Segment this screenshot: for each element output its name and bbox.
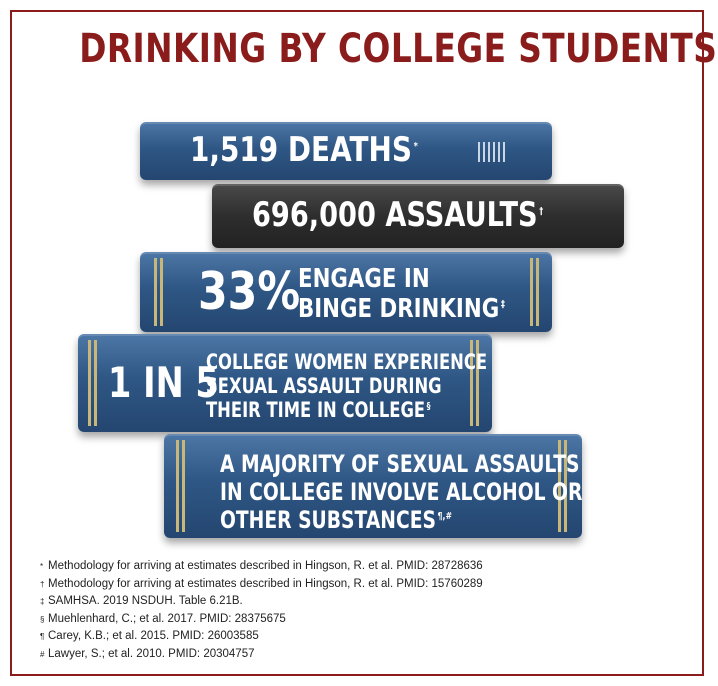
- deaths-text: 1,519 DEATHS: [190, 130, 412, 170]
- footnote-text: Lawyer, S.; et al. 2010. PMID: 20304757: [48, 647, 255, 660]
- book-one-in-five: 1 IN 5 COLLEGE WOMEN EXPERIENCE SEXUAL A…: [78, 334, 492, 432]
- footnote-item: † Methodology for arriving at estimates d…: [40, 576, 680, 594]
- spine-stripe: [154, 258, 157, 326]
- binge-line-2-text: BINGE DRINKING: [298, 294, 500, 324]
- majority-line-1: A MAJORITY OF SEXUAL ASSAULTS: [220, 450, 580, 478]
- deaths-stat: 1,519 DEATHS *: [190, 130, 418, 170]
- footnote-mark: ¶: [40, 632, 45, 641]
- one-in-five-line-2: SEXUAL ASSAULT DURING: [206, 374, 442, 398]
- book-deaths: 1,519 DEATHS *: [140, 122, 552, 180]
- spine-stripe: [558, 440, 561, 532]
- footnotes: * Methodology for arriving at estimates d…: [40, 558, 680, 663]
- one-in-five-line-1: COLLEGE WOMEN EXPERIENCE: [206, 350, 488, 374]
- majority-line-2: IN COLLEGE INVOLVE ALCOHOL OR: [220, 478, 582, 506]
- book-binge-drinking: 33% ENGAGE IN BINGE DRINKING ‡: [140, 252, 552, 332]
- spine-stripe: [176, 440, 179, 532]
- binge-percent: 33%: [198, 262, 301, 322]
- page-title: DRINKING BY COLLEGE STUDENTS: [79, 26, 718, 72]
- spine-stripe: [564, 440, 567, 532]
- spine-stripe: [94, 340, 97, 426]
- spine-stripe: [470, 340, 473, 426]
- footnote-mark: †: [40, 579, 45, 589]
- spine-stripe: [530, 258, 533, 326]
- book-majority: A MAJORITY OF SEXUAL ASSAULTS IN COLLEGE…: [164, 434, 582, 538]
- assaults-stat: 696,000 ASSAULTS †: [252, 195, 543, 235]
- spine-bars-decoration: [478, 142, 505, 162]
- footnote-text: Muehlenhard, C.; et al. 2017. PMID: 2837…: [48, 612, 286, 625]
- book-assaults: 696,000 ASSAULTS †: [212, 184, 624, 248]
- majority-line-3-text: OTHER SUBSTANCES: [220, 506, 436, 534]
- footnote-mark: §: [40, 614, 45, 624]
- footnote-item: * Methodology for arriving at estimates d…: [40, 558, 680, 576]
- spine-stripe: [476, 340, 479, 426]
- spine-stripe: [182, 440, 185, 532]
- footnote-text: Methodology for arriving at estimates de…: [48, 577, 483, 590]
- spine-stripe: [160, 258, 163, 326]
- footnote-text: Carey, K.B.; et al. 2015. PMID: 26003585: [48, 630, 259, 642]
- footnote-item: # Lawyer, S.; et al. 2010. PMID: 20304757: [40, 646, 680, 664]
- footnote-mark: *: [40, 562, 44, 571]
- spine-stripe: [536, 258, 539, 326]
- binge-line-2: BINGE DRINKING ‡: [298, 294, 505, 324]
- binge-line-1: ENGAGE IN: [298, 264, 430, 294]
- assaults-text: 696,000 ASSAULTS: [252, 195, 538, 235]
- spine-stripe: [88, 340, 91, 426]
- footnote-item: ¶ Carey, K.B.; et al. 2015. PMID: 2600358…: [40, 628, 680, 646]
- footnote-item: ‡ SAMHSA. 2019 NSDUH. Table 6.21B.: [40, 593, 680, 611]
- footnote-mark: #: [40, 649, 45, 659]
- one-in-five-stat: 1 IN 5: [108, 358, 219, 407]
- footnote-item: § Muehlenhard, C.; et al. 2017. PMID: 283…: [40, 611, 680, 629]
- footnote-text: Methodology for arriving at estimates de…: [48, 560, 483, 572]
- footnote-mark: ‡: [40, 597, 45, 606]
- majority-footnote-mark: ¶,#: [437, 511, 453, 522]
- assaults-footnote-mark: †: [539, 205, 544, 217]
- majority-line-3: OTHER SUBSTANCES ¶,#: [220, 506, 452, 534]
- one-in-five-footnote-mark: §: [426, 401, 431, 412]
- binge-footnote-mark: ‡: [500, 299, 505, 311]
- one-in-five-line-3: THEIR TIME IN COLLEGE §: [206, 398, 431, 422]
- deaths-footnote-mark: *: [413, 140, 418, 152]
- footnote-text: SAMHSA. 2019 NSDUH. Table 6.21B.: [48, 595, 243, 607]
- one-in-five-line-3-text: THEIR TIME IN COLLEGE: [206, 398, 426, 422]
